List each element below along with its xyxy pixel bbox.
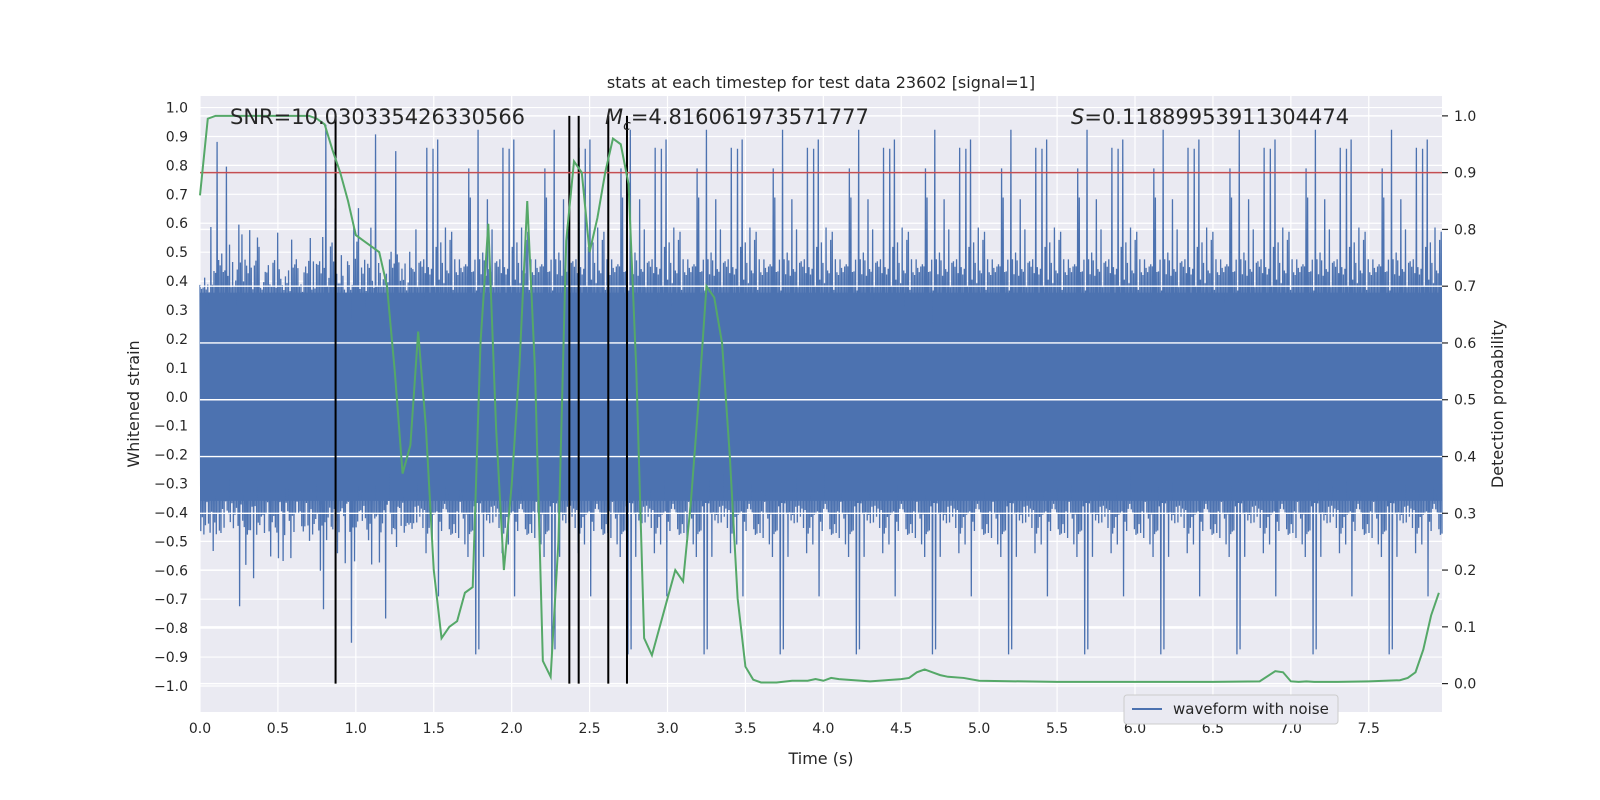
x-tick-label: 2.5 (578, 721, 600, 737)
x-tick-label: 0.0 (189, 721, 211, 737)
y-left-tick-label: −0.5 (154, 534, 188, 550)
y-left-tick-label: 0.4 (166, 274, 188, 290)
y-left-tick-label: −0.7 (154, 592, 188, 608)
waveform-series (199, 124, 1443, 655)
y-left-tick-label: −0.2 (154, 448, 188, 464)
y-right-tick-label: 0.2 (1454, 563, 1476, 579)
x-tick-label: 6.5 (1202, 721, 1224, 737)
y-left-axis-ticks: 1.0 0.9 0.8 0.7 0.6 0.5 0.4 0.3 0.2 0.1 0.0 −0.1 −0.… (154, 101, 188, 695)
y-right-axis-label: Detection probability (1488, 320, 1507, 488)
y-left-tick-label: −0.6 (154, 563, 188, 579)
legend-label: waveform with noise (1173, 700, 1329, 718)
y-right-axis-ticks: 1.0 0.9 0.8 0.7 0.6 0.5 0.4 0.3 0.2 0.1 0.0 (1442, 109, 1476, 693)
chart-title: stats at each timestep for test data 236… (607, 73, 1035, 92)
x-tick-label: 1.0 (345, 721, 367, 737)
x-tick-label: 3.5 (734, 721, 756, 737)
y-right-tick-label: 0.7 (1454, 279, 1476, 295)
y-left-axis-label: Whitened strain (124, 340, 143, 467)
y-right-tick-label: 0.9 (1454, 166, 1476, 182)
y-right-tick-label: 0.6 (1454, 336, 1476, 352)
y-left-tick-label: 0.6 (166, 216, 188, 232)
y-left-tick-label: −0.9 (154, 650, 188, 666)
y-right-tick-label: 0.0 (1454, 677, 1476, 693)
x-tick-label: 4.5 (890, 721, 912, 737)
y-right-tick-label: 0.5 (1454, 393, 1476, 409)
y-left-tick-label: 0.8 (166, 158, 188, 174)
y-right-tick-label: 0.1 (1454, 620, 1476, 636)
x-tick-label: 1.5 (423, 721, 445, 737)
probability-series (199, 114, 1440, 684)
y-left-tick-label: −0.3 (154, 477, 188, 493)
y-left-tick-label: 0.3 (166, 303, 188, 319)
y-left-tick-label: 0.9 (166, 129, 188, 145)
y-left-tick-label: −0.4 (154, 505, 188, 521)
x-tick-label: 4.0 (812, 721, 834, 737)
y-left-tick-label: 0.1 (166, 361, 188, 377)
s-annotation: S=0.11889953911304474 (1071, 105, 1349, 129)
x-axis-ticks: 0.0 0.5 1.0 1.5 2.0 2.5 3.0 3.5 4.0 4.5 5.0 5.5 6.0 6… (189, 721, 1380, 737)
y-left-tick-label: −1.0 (154, 679, 188, 695)
y-right-tick-label: 0.8 (1454, 222, 1476, 238)
x-tick-label: 7.5 (1358, 721, 1380, 737)
y-left-tick-label: 1.0 (166, 101, 188, 117)
probability-line (199, 114, 1440, 684)
y-right-tick-label: 1.0 (1454, 109, 1476, 125)
legend-box (1123, 694, 1339, 725)
legend: waveform with noise (1123, 694, 1339, 725)
y-left-tick-label: 0.7 (166, 187, 188, 203)
x-tick-label: 5.5 (1046, 721, 1068, 737)
y-right-tick-label: 0.3 (1454, 506, 1476, 522)
x-tick-label: 5.0 (968, 721, 990, 737)
x-tick-label: 3.0 (656, 721, 678, 737)
x-tick-label: 7.0 (1280, 721, 1302, 737)
y-left-tick-label: 0.0 (166, 390, 188, 406)
x-axis-label: Time (s) (787, 749, 853, 768)
waveform-line (199, 124, 1443, 655)
chirp-mass-annotation: Mc=4.816061973571777 (605, 105, 869, 134)
y-left-tick-label: −0.8 (154, 621, 188, 637)
x-tick-label: 6.0 (1124, 721, 1146, 737)
y-left-tick-label: 0.5 (166, 245, 188, 261)
snr-annotation: SNR=10.030335426330566 (230, 105, 525, 129)
y-left-tick-label: 0.2 (166, 332, 188, 348)
y-right-tick-label: 0.4 (1454, 450, 1476, 466)
x-tick-label: 0.5 (267, 721, 289, 737)
y-left-tick-label: −0.1 (154, 419, 188, 435)
x-tick-label: 2.0 (501, 721, 523, 737)
